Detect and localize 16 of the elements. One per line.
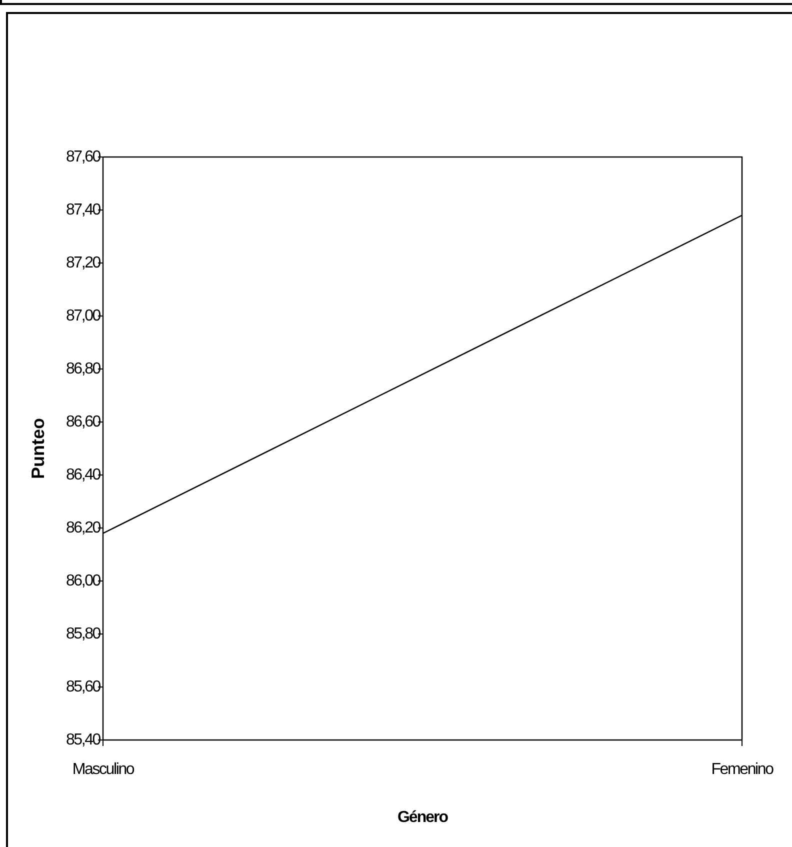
y-tick-label: 86,40 (66, 466, 102, 484)
x-tick-label: Femenino (711, 761, 774, 778)
y-tick-label: 87,20 (66, 254, 102, 272)
y-axis-title: Punteo (28, 418, 48, 479)
x-axis-title: Género (397, 809, 449, 826)
y-tick-label: 87,40 (66, 202, 102, 218)
y-tick-label: 87,60 (66, 148, 102, 166)
y-tick-label: 86,00 (66, 572, 102, 590)
y-tick-label: 85,60 (66, 678, 102, 696)
x-tick-label: Masculino (72, 761, 135, 778)
y-tick-label: 86,80 (66, 360, 102, 378)
y-tick-label: 87,00 (66, 308, 102, 324)
y-tick-label: 85,40 (66, 732, 102, 748)
y-tick-label: 85,80 (66, 626, 102, 642)
y-tick-label: 86,20 (66, 520, 102, 536)
y-tick-label: 86,60 (66, 414, 102, 430)
